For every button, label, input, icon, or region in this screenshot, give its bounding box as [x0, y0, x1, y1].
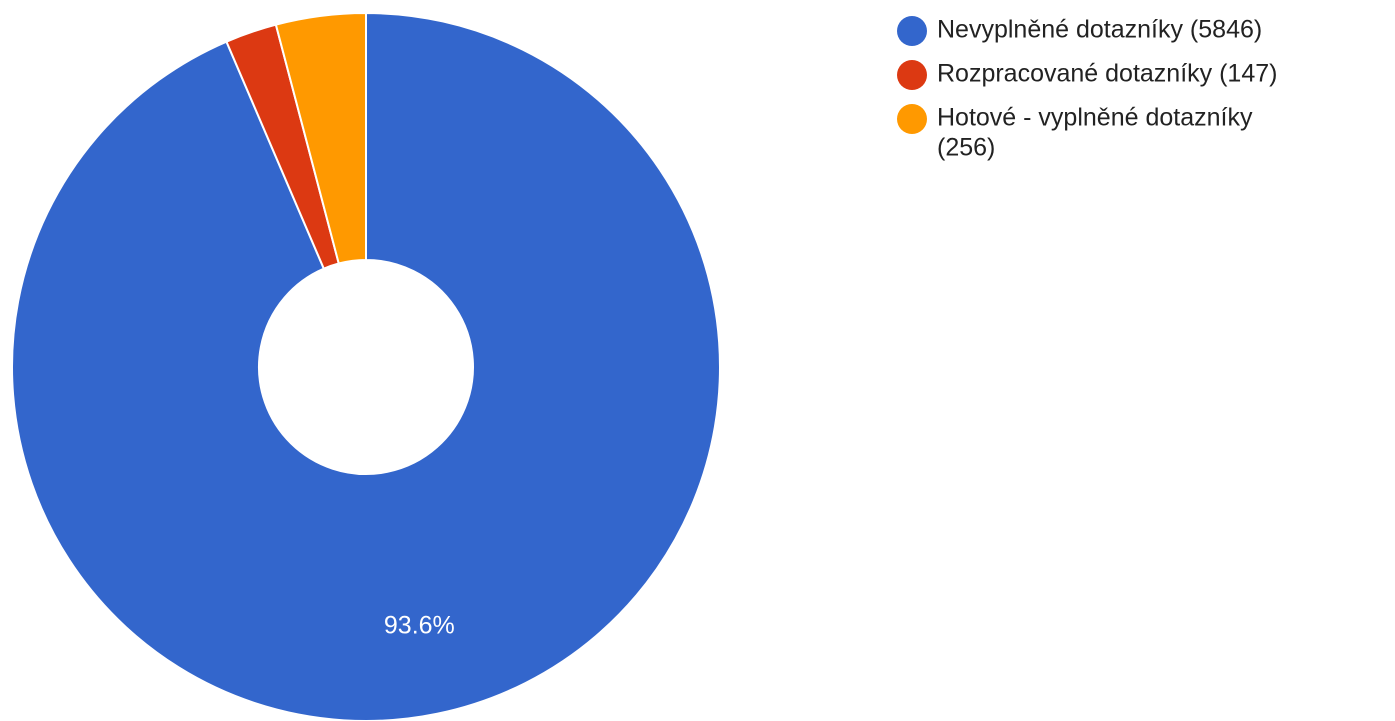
- legend-swatch-3: [897, 104, 927, 134]
- legend: Nevyplněné dotazníky (5846) Rozpracované …: [897, 16, 1277, 162]
- legend-label-3-line-2: (256): [937, 134, 995, 162]
- legend-item-3[interactable]: Hotové - vyplněné dotazníky(256): [897, 104, 1253, 162]
- slice-labels-layer: 93.6%: [384, 611, 455, 639]
- pie-slice-1[interactable]: [11, 11, 721, 721]
- legend-swatch-2: [897, 60, 927, 90]
- slice-label-1: 93.6%: [384, 611, 455, 639]
- slices-layer: [11, 11, 721, 721]
- legend-swatch-1: [897, 16, 927, 46]
- legend-item-2[interactable]: Rozpracované dotazníky (147): [897, 60, 1277, 90]
- legend-label-1: Nevyplněné dotazníky (5846): [937, 16, 1262, 44]
- legend-item-1[interactable]: Nevyplněné dotazníky (5846): [897, 16, 1262, 46]
- pie-slice-3[interactable]: [274, 11, 367, 265]
- legend-label-2: Rozpracované dotazníky (147): [937, 60, 1277, 88]
- legend-label-3-line-1: Hotové - vyplněné dotazníky: [937, 104, 1253, 132]
